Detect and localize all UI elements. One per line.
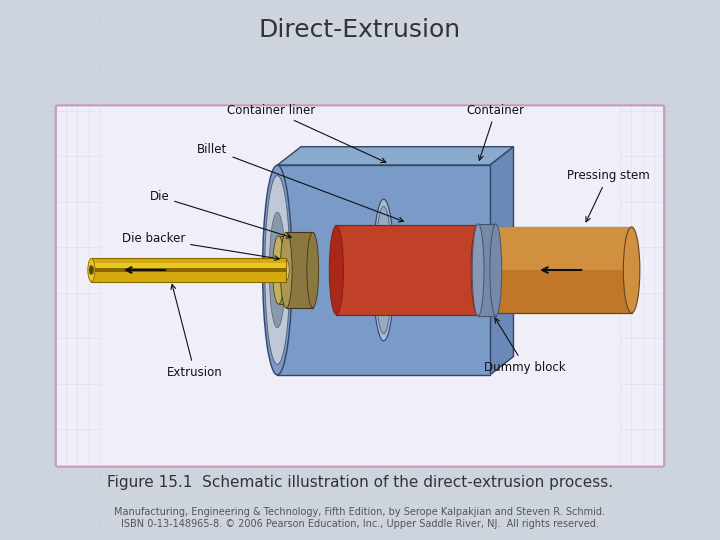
Bar <box>490 227 631 313</box>
Bar <box>279 236 301 304</box>
Ellipse shape <box>269 212 285 328</box>
Ellipse shape <box>307 232 319 308</box>
Ellipse shape <box>329 225 343 315</box>
Text: Container: Container <box>467 104 525 160</box>
Ellipse shape <box>265 176 290 364</box>
Ellipse shape <box>280 232 292 308</box>
Ellipse shape <box>283 260 289 280</box>
Ellipse shape <box>490 224 502 316</box>
Ellipse shape <box>373 199 395 341</box>
Ellipse shape <box>263 165 292 375</box>
Text: Extrusion: Extrusion <box>167 285 222 379</box>
Polygon shape <box>490 147 513 375</box>
Ellipse shape <box>273 236 284 304</box>
Text: Direct-Extrusion: Direct-Extrusion <box>259 18 461 42</box>
Text: Dummy block: Dummy block <box>485 318 566 374</box>
FancyBboxPatch shape <box>56 105 664 467</box>
Bar <box>277 165 490 375</box>
Text: Pressing stem: Pressing stem <box>567 169 649 222</box>
Ellipse shape <box>471 225 485 315</box>
Bar <box>478 224 496 316</box>
Ellipse shape <box>375 206 392 334</box>
Ellipse shape <box>88 259 95 281</box>
Ellipse shape <box>472 224 484 316</box>
Ellipse shape <box>624 227 640 313</box>
Ellipse shape <box>482 227 498 313</box>
Ellipse shape <box>295 236 307 304</box>
Bar <box>91 268 287 272</box>
Text: Manufacturing, Engineering & Technology, Fifth Edition, by Serope Kalpakjian and: Manufacturing, Engineering & Technology,… <box>114 507 606 517</box>
Bar <box>490 227 631 270</box>
Text: Figure 15.1  Schematic illustration of the direct-extrusion process.: Figure 15.1 Schematic illustration of th… <box>107 476 613 490</box>
Text: Die: Die <box>149 190 291 238</box>
Polygon shape <box>277 147 513 165</box>
Ellipse shape <box>89 265 94 275</box>
Text: Container liner: Container liner <box>228 104 386 163</box>
Text: Die backer: Die backer <box>122 232 279 260</box>
Bar <box>287 232 312 308</box>
Bar <box>91 263 287 270</box>
Text: ISBN 0-13-148965-8. © 2006 Pearson Education, Inc., Upper Saddle River, NJ.  All: ISBN 0-13-148965-8. © 2006 Pearson Educa… <box>121 519 599 529</box>
Bar <box>336 225 478 315</box>
Bar <box>91 259 287 281</box>
Text: Billet: Billet <box>197 143 403 222</box>
